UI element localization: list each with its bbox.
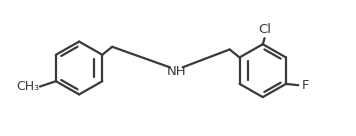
- Text: Cl: Cl: [258, 23, 271, 35]
- Text: F: F: [302, 79, 309, 92]
- Text: CH₃: CH₃: [16, 80, 39, 93]
- Text: NH: NH: [166, 66, 186, 78]
